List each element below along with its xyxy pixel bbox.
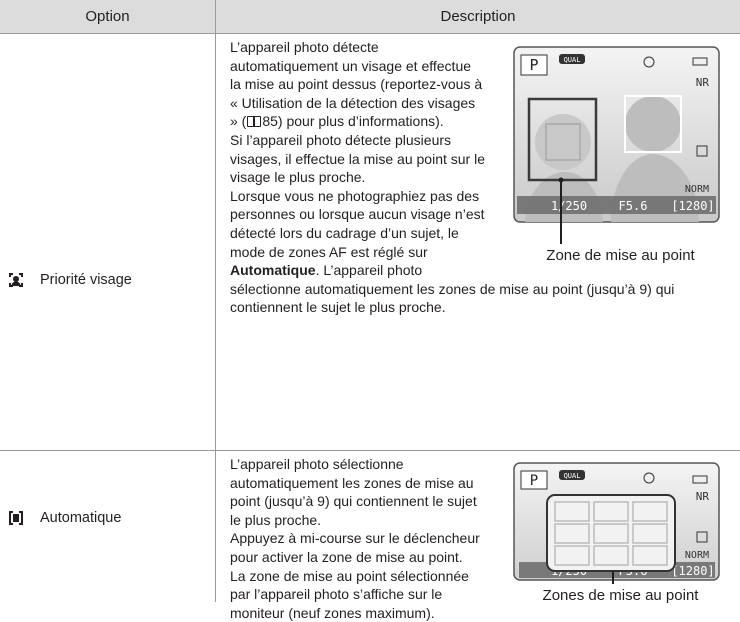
header-option: Option <box>85 8 130 25</box>
book-icon <box>247 116 262 128</box>
description-cell: P QUAL NR NORM 1/250 F5.6 [1280] Zone de… <box>230 38 728 317</box>
nr: NR <box>696 76 710 89</box>
shutter: 1/250 <box>551 199 587 213</box>
text: Lorsque vous ne photographiez pas des pe… <box>230 187 485 260</box>
figure: P QUAL NR NORM 1/250 F5.6 [1280] Zone de… <box>513 46 728 265</box>
text: L’appareil photo détecte automatiquement… <box>230 39 483 130</box>
caption: Zone de mise au point <box>546 246 695 264</box>
bold-text: Automatique <box>230 262 316 279</box>
row-divider <box>0 450 740 451</box>
option-label: Priorité visage <box>40 272 132 288</box>
table-header: Option Description <box>0 0 740 34</box>
quality: QUAL <box>564 56 581 64</box>
paragraph: Appuyez à mi-course sur le déclencheur p… <box>230 530 480 565</box>
image-mode: NORM <box>685 550 709 561</box>
column-divider <box>215 0 216 602</box>
camera-screen: P QUAL NR NORM 1/250 F5.6 [1280] <box>513 462 720 584</box>
camera-screen: P QUAL NR NORM 1/250 F5.6 [1280] <box>513 46 720 244</box>
image-mode: NORM <box>685 184 709 195</box>
option-cell: Priorité visage <box>8 272 132 288</box>
paragraph: L’appareil photo détecte automatiquement… <box>230 38 728 131</box>
text: ) pour plus d’informations). <box>277 113 444 130</box>
mode: P <box>530 473 538 489</box>
aperture: F5.6 <box>619 199 648 213</box>
frames: [1280] <box>671 199 714 213</box>
face-icon <box>9 273 23 287</box>
paragraph: Si l’appareil photo détecte plusieurs vi… <box>230 131 485 186</box>
frames: [1280] <box>671 564 714 578</box>
option-cell: Automatique <box>8 510 121 526</box>
text: . L’appareil photo sélectionne automatiq… <box>230 262 675 316</box>
paragraph: L’appareil photo sélectionne automatique… <box>230 456 477 528</box>
mode: P <box>529 56 538 74</box>
quality: QUAL <box>564 472 581 480</box>
caption: Zones de mise au point <box>542 586 699 604</box>
header-description: Description <box>440 8 516 25</box>
auto-icon <box>9 511 23 525</box>
paragraph: Lorsque vous ne photographiez pas des pe… <box>230 187 728 317</box>
figure: P QUAL NR NORM 1/250 F5.6 [1280] <box>513 462 728 605</box>
nr: NR <box>696 490 710 503</box>
page-ref: 85 <box>262 113 278 130</box>
description-cell: P QUAL NR NORM 1/250 F5.6 [1280] <box>230 455 728 622</box>
option-label: Automatique <box>40 510 122 526</box>
